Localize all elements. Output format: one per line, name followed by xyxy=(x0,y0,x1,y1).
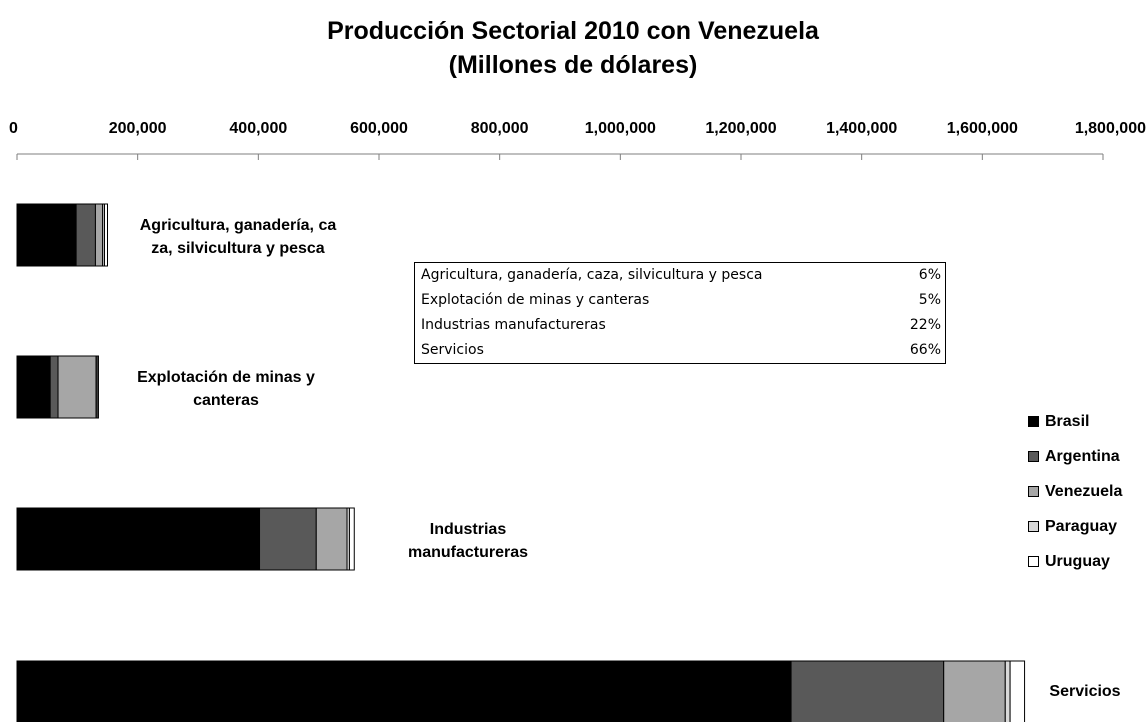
bar-segment-argentina xyxy=(75,203,96,267)
share-value: 66% xyxy=(909,342,941,358)
x-tick-label: 1,600,000 xyxy=(947,120,1018,137)
chart-subtitle-line: (Millones de dólares) xyxy=(448,51,698,79)
bar-segment-argentina xyxy=(49,355,59,419)
share-row: Agricultura, ganadería, caza, silvicultu… xyxy=(415,263,945,288)
chart-legend: Brasil Argentina Venezuela Paraguay Urug… xyxy=(1028,404,1122,579)
bar-segment-venezuela xyxy=(94,203,104,267)
bar-segment-brasil xyxy=(16,203,77,267)
share-label: Servicios xyxy=(421,342,484,358)
category-label-manufacturing: Industrias manufactureras xyxy=(368,518,568,564)
share-value: 6% xyxy=(918,267,941,283)
share-row: Servicios 66% xyxy=(415,338,945,363)
chart-title-line: Producción Sectorial 2010 con Venezuela xyxy=(327,17,819,45)
x-tick-label: 1,200,000 xyxy=(705,120,776,137)
bar-segment-uruguay xyxy=(1009,660,1026,722)
x-tick-label: 1,800,000 xyxy=(1075,120,1146,137)
category-label-mining: Explotación de minas y canteras xyxy=(106,366,346,412)
legend-swatch xyxy=(1028,451,1039,462)
bar-segment-uruguay xyxy=(103,203,108,267)
legend-label: Paraguay xyxy=(1045,517,1118,535)
legend-item-argentina: Argentina xyxy=(1028,439,1122,474)
bar-segment-brasil xyxy=(16,660,792,722)
legend-item-paraguay: Paraguay xyxy=(1028,509,1122,544)
legend-label: Venezuela xyxy=(1045,482,1123,500)
legend-item-uruguay: Uruguay xyxy=(1028,544,1122,579)
category-label-line: canteras xyxy=(193,392,259,409)
category-label-line: za, silvicultura y pesca xyxy=(151,240,325,257)
share-label: Explotación de minas y canteras xyxy=(421,292,650,308)
legend-item-venezuela: Venezuela xyxy=(1028,474,1122,509)
share-row: Explotación de minas y canteras 5% xyxy=(415,288,945,313)
category-label-line: Explotación de minas y xyxy=(137,369,315,386)
x-tick-label: 800,000 xyxy=(471,120,529,137)
category-label-services: Servicios xyxy=(1030,680,1140,703)
bar-segment-brasil xyxy=(16,507,261,571)
bar-segment-brasil xyxy=(16,355,51,419)
bar-segment-venezuela xyxy=(315,507,348,571)
legend-swatch xyxy=(1028,521,1039,532)
category-label-line: Servicios xyxy=(1049,683,1121,700)
bar-segment-venezuela xyxy=(57,355,97,419)
legend-label: Brasil xyxy=(1045,412,1090,430)
bar-segment-argentina xyxy=(259,507,317,571)
share-label: Industrias manufactureras xyxy=(421,317,606,333)
share-value: 5% xyxy=(918,292,941,308)
share-label: Agricultura, ganadería, caza, silvicultu… xyxy=(421,267,763,283)
bar-segment-paraguay xyxy=(1004,660,1011,722)
x-tick-label: 400,000 xyxy=(229,120,287,137)
share-value: 22% xyxy=(909,317,941,333)
bar-segment-venezuela xyxy=(943,660,1006,722)
legend-swatch xyxy=(1028,556,1039,567)
x-tick-label: 600,000 xyxy=(350,120,408,137)
category-label-line: Agricultura, ganadería, ca xyxy=(139,217,337,234)
bar-segment-uruguay xyxy=(348,507,355,571)
category-label-line: Industrias xyxy=(429,521,507,538)
x-tick-label: 200,000 xyxy=(109,120,167,137)
legend-label: Uruguay xyxy=(1045,552,1110,570)
share-row: Industrias manufactureras 22% xyxy=(415,313,945,338)
x-tick-label: 1,400,000 xyxy=(826,120,897,137)
legend-swatch xyxy=(1028,486,1039,497)
x-tick-label: 0 xyxy=(9,120,18,137)
legend-swatch xyxy=(1028,416,1039,427)
category-label-line: manufactureras xyxy=(407,544,529,561)
legend-label: Argentina xyxy=(1045,447,1120,465)
bar-segment-uruguay xyxy=(96,355,99,419)
sector-share-table: Agricultura, ganadería, caza, silvicultu… xyxy=(414,262,946,364)
chart-title: Producción Sectorial 2010 con Venezuela … xyxy=(0,14,1146,82)
bar-segment-argentina xyxy=(790,660,945,722)
x-tick-label: 1,000,000 xyxy=(585,120,656,137)
legend-item-brasil: Brasil xyxy=(1028,404,1122,439)
category-label-agriculture: Agricultura, ganadería, ca za, silvicult… xyxy=(118,214,358,260)
